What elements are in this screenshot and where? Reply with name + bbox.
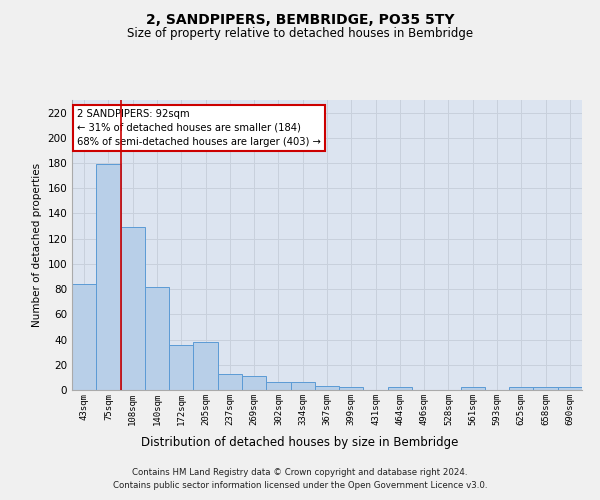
Bar <box>315 386 339 390</box>
Bar <box>121 228 145 390</box>
Y-axis label: Number of detached properties: Number of detached properties <box>32 163 42 327</box>
Bar <box>339 388 364 390</box>
Text: 2, SANDPIPERS, BEMBRIDGE, PO35 5TY: 2, SANDPIPERS, BEMBRIDGE, PO35 5TY <box>146 12 454 26</box>
Text: Contains HM Land Registry data © Crown copyright and database right 2024.: Contains HM Land Registry data © Crown c… <box>132 468 468 477</box>
Bar <box>145 286 169 390</box>
Bar <box>266 382 290 390</box>
Bar <box>193 342 218 390</box>
Text: Distribution of detached houses by size in Bembridge: Distribution of detached houses by size … <box>142 436 458 449</box>
Bar <box>96 164 121 390</box>
Text: Size of property relative to detached houses in Bembridge: Size of property relative to detached ho… <box>127 28 473 40</box>
Bar <box>533 388 558 390</box>
Bar <box>218 374 242 390</box>
Bar <box>388 388 412 390</box>
Bar <box>558 388 582 390</box>
Bar <box>461 388 485 390</box>
Bar <box>509 388 533 390</box>
Bar <box>72 284 96 390</box>
Bar <box>290 382 315 390</box>
Text: 2 SANDPIPERS: 92sqm
← 31% of detached houses are smaller (184)
68% of semi-detac: 2 SANDPIPERS: 92sqm ← 31% of detached ho… <box>77 108 321 146</box>
Text: Contains public sector information licensed under the Open Government Licence v3: Contains public sector information licen… <box>113 482 487 490</box>
Bar <box>169 344 193 390</box>
Bar <box>242 376 266 390</box>
